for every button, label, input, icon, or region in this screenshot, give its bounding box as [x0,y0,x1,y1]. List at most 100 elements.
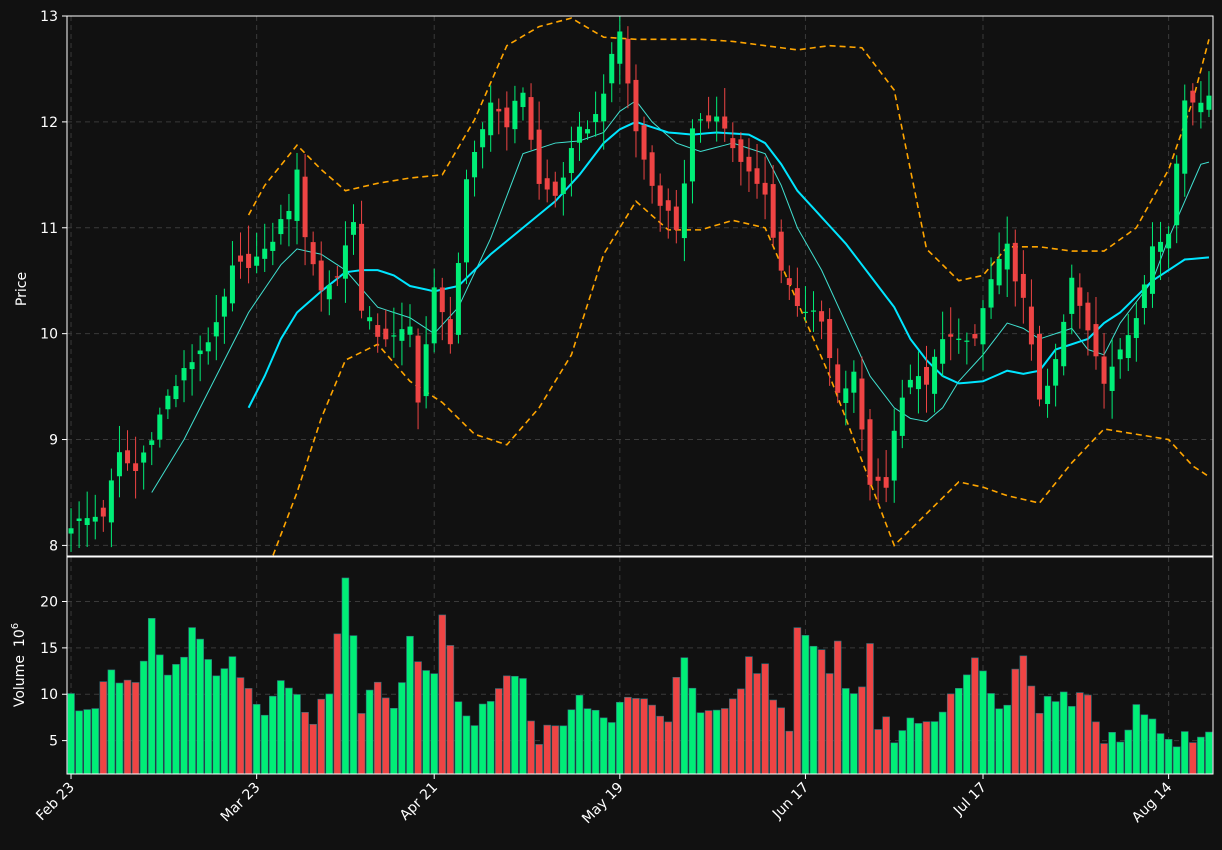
volume-bar [1108,732,1116,775]
volume-bar [1067,706,1076,775]
candle [1174,155,1180,244]
candle-body [318,260,324,291]
candle [359,200,365,319]
candle [1036,325,1042,407]
candle [1053,343,1059,407]
candle [68,508,74,552]
candle [415,328,421,430]
volume-bar [430,673,438,775]
candle-body [141,452,147,463]
candle [173,374,179,408]
candle-body [1158,241,1164,252]
candle [585,120,591,140]
candle [859,356,865,451]
candle [1004,216,1010,298]
candle [350,204,357,255]
volume-bar [1132,704,1141,775]
candle-body [1149,246,1155,294]
volume-bar [446,645,455,775]
volume-bar [309,723,317,775]
volume-bar [543,724,551,775]
candle-body [310,242,316,265]
lower-band-line [271,200,1210,556]
volume-bar [1116,741,1124,775]
volume-bar [672,677,681,775]
volume-bar [575,694,584,775]
volume-bar [325,693,334,775]
candle-body [399,329,405,341]
volume-bar [164,674,172,775]
candle-body [932,356,938,394]
candle-body [76,518,82,521]
volume-bar [599,717,608,775]
volume-bar [1172,746,1181,775]
candle-body [1012,242,1018,282]
volume-bar [527,720,535,775]
volume-bar [987,693,995,775]
volume-bar [196,638,204,775]
candle-body [439,287,445,313]
candle-body [819,311,825,322]
candle-body [746,156,752,172]
candle-body [681,183,687,239]
candle-body [940,339,946,364]
candle [302,154,308,266]
candle [964,332,970,365]
volume-bar [494,688,503,775]
volume-bar [1100,743,1108,775]
candle-body [100,507,106,517]
volume-bar [204,659,213,775]
candle [899,379,905,449]
volume-bar [971,657,979,775]
volume-bar [1019,655,1028,775]
volume-bar [656,715,664,775]
candle-body [867,419,873,485]
candle [318,241,324,312]
candle [1028,279,1034,361]
bollinger-bands [247,17,1210,556]
volume-bar [745,656,753,775]
volume-bar [729,698,737,775]
candle [1045,368,1051,418]
candle-body [706,115,712,122]
candle-body [238,255,244,262]
volume-bar [285,687,293,775]
volume-bar [341,577,350,775]
volume-bar [236,677,245,775]
candle [1077,273,1083,329]
volume-unit-exponent: 6 [10,623,21,629]
candle-body [585,129,591,134]
volume-bar [583,708,592,775]
candle [811,291,817,332]
candle [1190,83,1196,126]
candle [762,156,768,220]
candle [84,491,90,548]
candle-body [1028,306,1034,345]
volume-bar [632,698,640,775]
volume-bar [567,709,576,775]
volume-tick-label: 20 [40,595,58,611]
volume-bar [373,681,382,775]
candle-body [125,450,131,464]
candle-body [205,342,211,352]
candle [948,307,954,361]
volume-bar [696,712,705,775]
candle-body [899,397,905,436]
candle [673,190,679,244]
candle [181,350,187,403]
volume-bar [1076,692,1084,775]
candle-body [367,317,373,322]
candle-body [1061,321,1067,367]
volume-bar [454,701,463,775]
candle [835,348,841,404]
volume-bar [503,675,511,775]
volume-bar [914,723,923,775]
price-tick-label: 11 [40,221,58,237]
candle [108,468,114,548]
candle-body [625,38,631,84]
volume-bar [817,649,826,775]
candle-body [891,430,897,481]
volume-bar [438,614,447,775]
candle-body [350,222,357,235]
volume-bar [1003,704,1011,775]
